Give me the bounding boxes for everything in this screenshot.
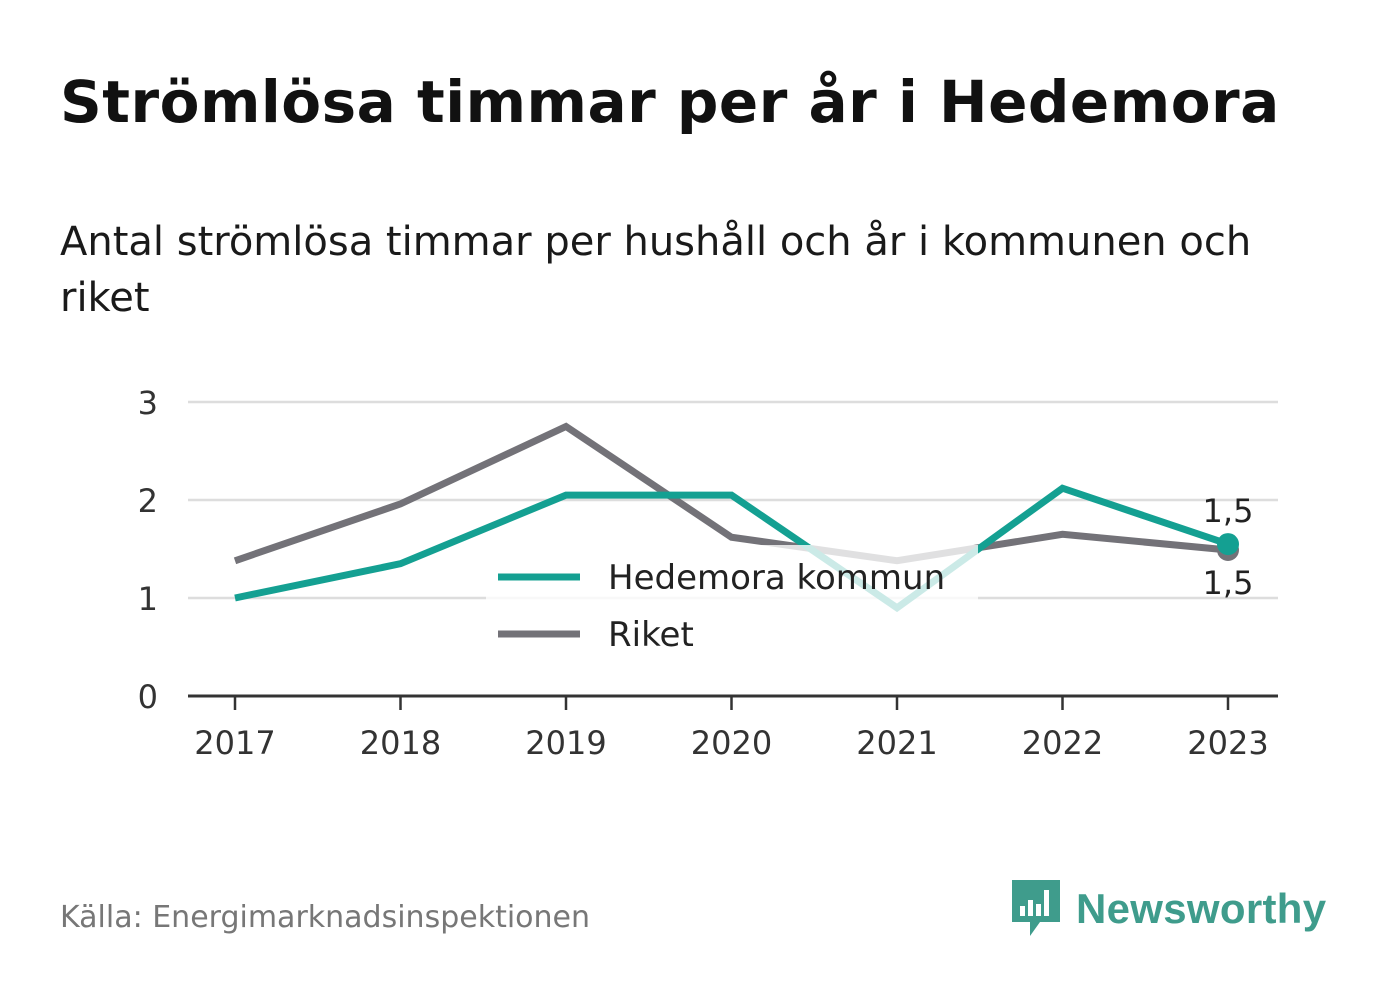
x-tick-label: 2023 xyxy=(1187,724,1268,762)
y-tick-label: 3 xyxy=(138,384,158,422)
legend-backdrop xyxy=(486,545,978,663)
y-tick-label: 0 xyxy=(138,678,158,716)
newsworthy-logo: Newsworthy xyxy=(1010,878,1326,940)
y-tick-label: 2 xyxy=(138,482,158,520)
legend-label-hedemora: Hedemora kommun xyxy=(608,558,945,598)
series-line-riket xyxy=(233,422,1229,565)
legend-label-riket: Riket xyxy=(608,615,694,655)
x-tick-label: 2019 xyxy=(525,724,606,762)
newsworthy-logo-icon xyxy=(1012,880,1060,936)
source-note: Källa: Energimarknadsinspektionen xyxy=(60,900,591,935)
x-tick-label: 2020 xyxy=(691,724,772,762)
series-line-hedemora xyxy=(234,484,1230,613)
end-label-hedemora: 1,5 xyxy=(1203,492,1254,530)
chart-title: Strömlösa timmar per år i Hedemora xyxy=(60,68,1280,136)
end-point-hedemora xyxy=(1217,533,1239,556)
y-tick-label: 1 xyxy=(138,580,158,618)
x-tick-label: 2021 xyxy=(856,724,937,762)
x-tick-label: 2018 xyxy=(360,724,441,762)
x-tick-label: 2022 xyxy=(1022,724,1103,762)
brand-name: Newsworthy xyxy=(1076,885,1327,932)
chart-subtitle: Antal strömlösa timmar per hushåll och å… xyxy=(60,219,1252,321)
x-tick-label: 2017 xyxy=(194,724,275,762)
end-label-riket: 1,5 xyxy=(1203,564,1254,602)
